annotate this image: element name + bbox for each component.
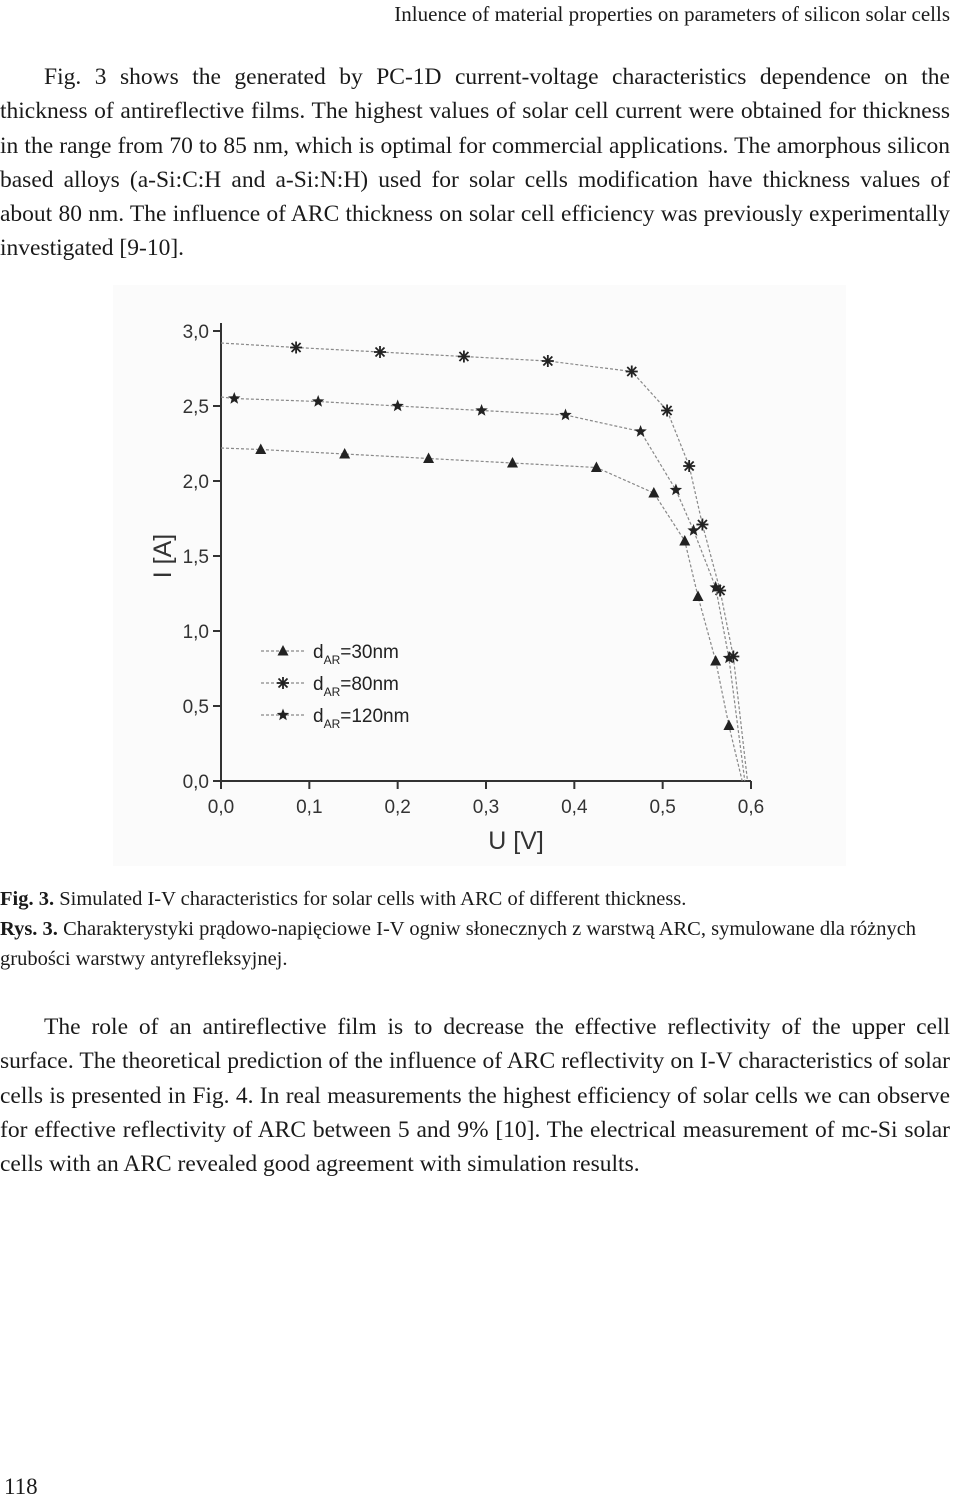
data-point-triangle — [723, 719, 735, 730]
running-head: Inluence of material properties on param… — [394, 2, 950, 26]
x-tick-label: 0,6 — [738, 797, 764, 818]
x-tick-label: 0,4 — [561, 797, 588, 818]
data-point-asterisk — [541, 355, 554, 367]
data-point-star — [687, 524, 700, 536]
data-point-asterisk — [625, 365, 638, 378]
data-point-star — [634, 425, 647, 437]
iv-chart: 0,0 0,1 0,2 0,3 0,4 0,5 0,6 0,0 0,5 1,0 1,5 2,0 2,5 3… — [149, 322, 764, 855]
data-point-triangle — [507, 457, 518, 468]
y-tick-label: 2,0 — [183, 472, 209, 493]
figure-caption-pl: Rys. 3. Charakterystyki prądowo-napięcio… — [0, 914, 950, 974]
y-tick-label: 3,0 — [183, 322, 209, 343]
x-axis-label: U [V] — [488, 827, 544, 855]
x-tick-label: 0,3 — [473, 797, 499, 818]
body-paragraph-1: Fig. 3 shows the generated by PC-1D curr… — [0, 64, 950, 262]
data-point-star — [475, 404, 488, 416]
data-point-triangle — [679, 535, 691, 546]
data-point-asterisk — [661, 404, 674, 417]
data-point-asterisk — [290, 341, 303, 354]
legend-label: dAR=80nm — [313, 674, 399, 699]
caption-en-label: Fig. 3. — [0, 888, 55, 910]
data-point-star — [669, 483, 683, 496]
data-point-star — [391, 399, 404, 412]
body-paragraph-2: The role of an antireflective film is to… — [0, 1014, 950, 1178]
x-tick-label: 0,5 — [649, 797, 675, 818]
page-number: 118 — [4, 1474, 38, 1499]
series-line — [220, 396, 746, 782]
data-point-star — [312, 395, 325, 407]
caption-en-text: Simulated I-V characteristics for solar … — [59, 888, 687, 910]
caption-pl-label: Rys. 3. — [0, 918, 58, 940]
series-line — [220, 342, 749, 782]
legend-label: dAR=120nm — [313, 706, 409, 731]
legend-entry-1: dAR=80nm — [261, 674, 399, 699]
data-point-star — [722, 651, 736, 664]
data-point-triangle — [710, 655, 722, 666]
data-point-triangle — [648, 487, 660, 498]
data-point-star — [276, 708, 290, 721]
data-point-triangle — [277, 645, 289, 656]
x-tick-label: 0,0 — [208, 797, 234, 818]
legend-entry-2: dAR=120nm — [261, 706, 409, 731]
data-point-star — [228, 392, 241, 404]
data-point-triangle — [692, 590, 704, 601]
series-0 — [220, 443, 743, 782]
data-point-triangle — [339, 448, 351, 459]
y-tick-label: 1,5 — [183, 547, 209, 568]
series-2 — [220, 392, 746, 782]
series-line — [220, 447, 743, 782]
figure-caption-en: Fig. 3. Simulated I-V characteristics fo… — [0, 884, 950, 914]
data-point-asterisk — [457, 350, 470, 363]
data-point-asterisk — [277, 677, 289, 689]
y-tick-label: 0,0 — [183, 772, 209, 793]
y-tick-label: 2,5 — [183, 397, 209, 418]
y-tick-label: 0,5 — [183, 697, 209, 718]
legend-entry-0: dAR=30nm — [261, 642, 399, 667]
data-point-triangle — [255, 443, 267, 454]
x-tick-label: 0,1 — [296, 797, 322, 818]
data-point-asterisk — [374, 346, 386, 358]
data-point-asterisk — [683, 460, 696, 472]
data-point-asterisk — [696, 518, 709, 531]
data-point-star — [559, 408, 572, 421]
data-point-star — [709, 581, 722, 593]
data-point-triangle — [590, 461, 602, 472]
series-1 — [220, 341, 749, 782]
caption-pl-text: Charakterystyki prądowo-napięciowe I-V o… — [0, 918, 917, 970]
y-axis-label: I [A] — [149, 534, 177, 578]
figure-iv-chart: 0,0 0,1 0,2 0,3 0,4 0,5 0,6 0,0 0,5 1,0 1,5 2,0 2,5 3… — [113, 285, 846, 866]
y-tick-label: 1,0 — [183, 622, 209, 643]
x-tick-label: 0,2 — [384, 797, 410, 818]
data-point-triangle — [423, 452, 435, 463]
legend-label: dAR=30nm — [313, 642, 399, 667]
